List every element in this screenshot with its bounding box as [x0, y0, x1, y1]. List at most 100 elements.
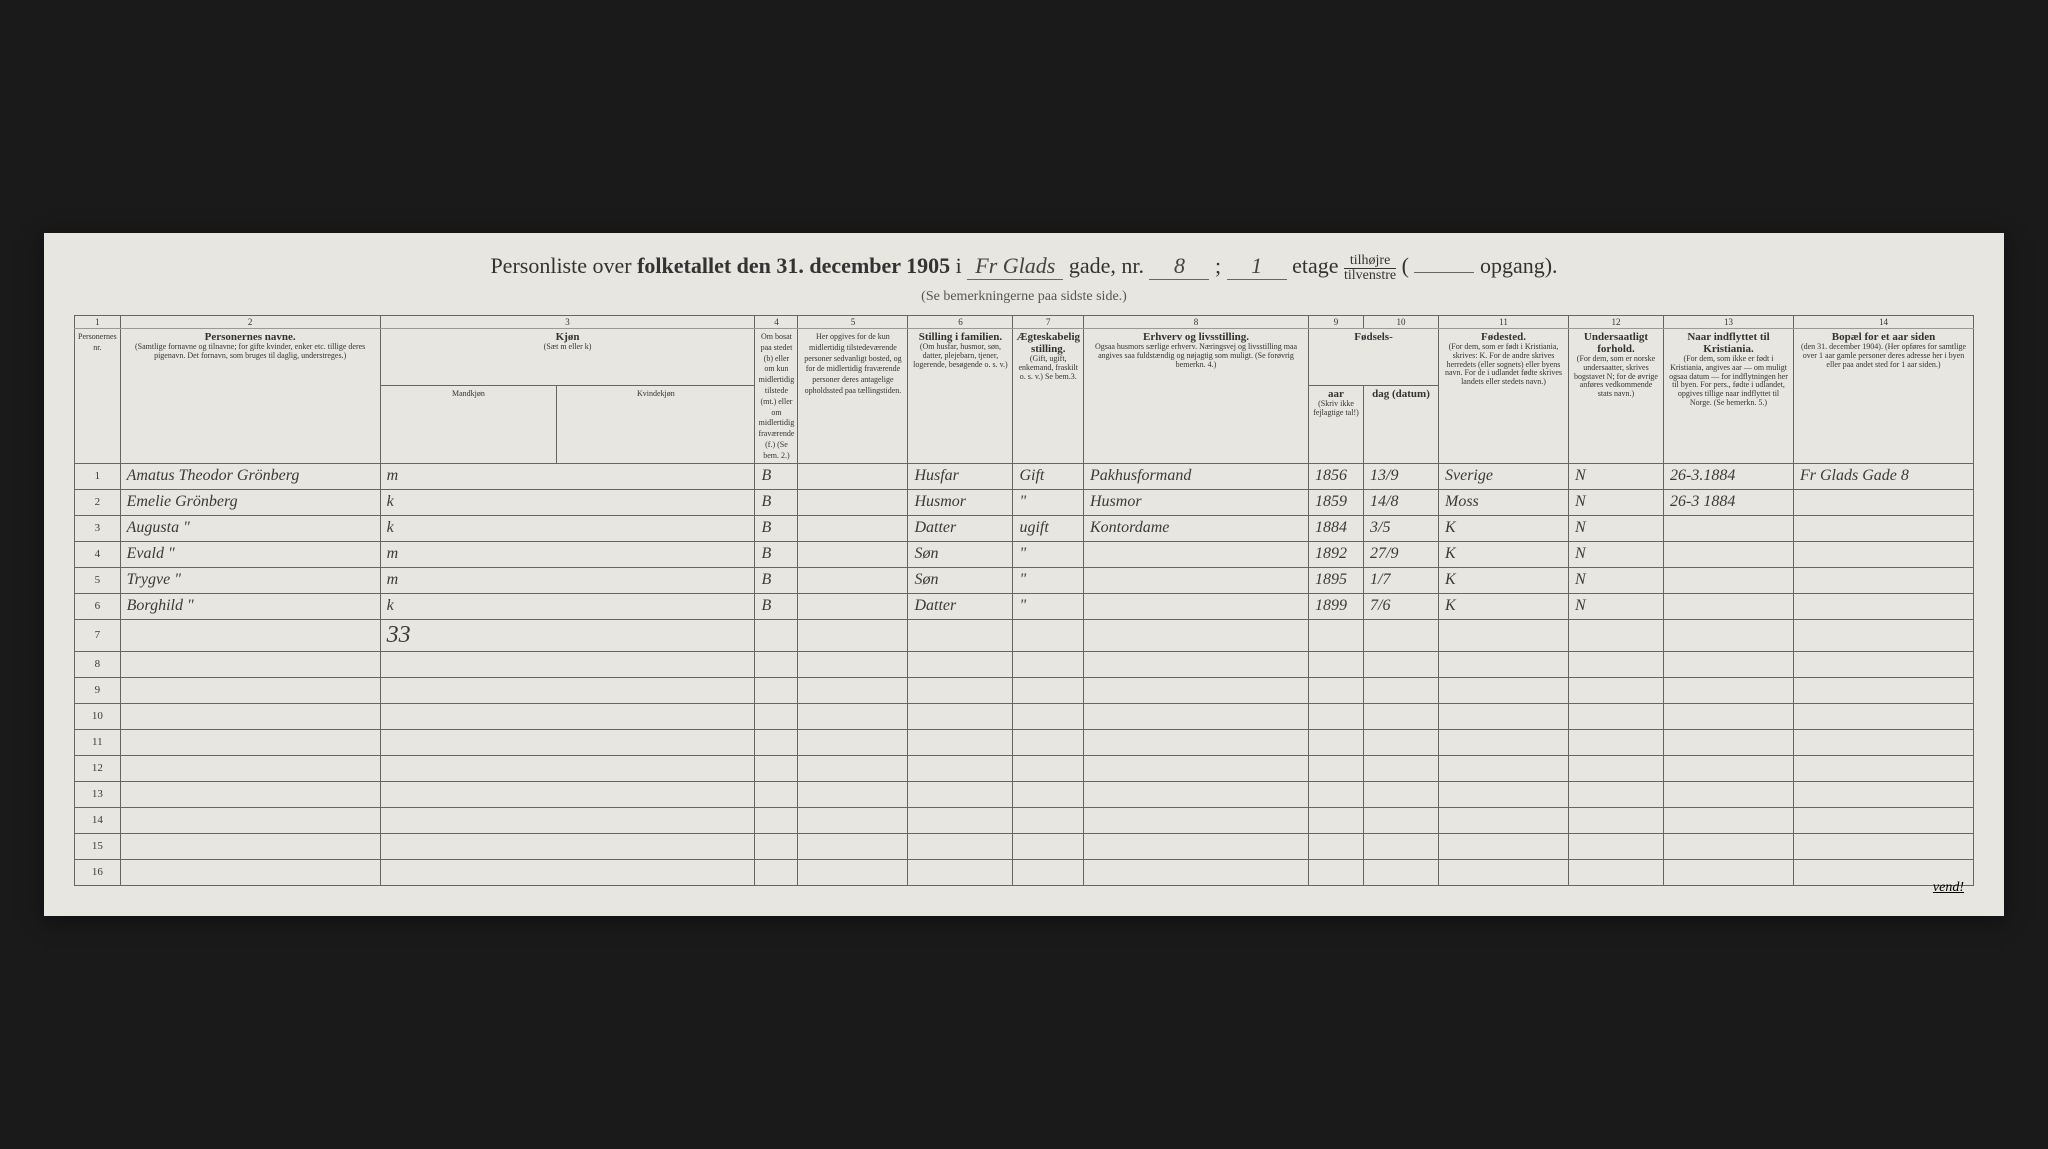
col-num: 10	[1364, 315, 1439, 328]
cell-bopael	[1794, 619, 1974, 651]
cell-name: Borghild "	[120, 593, 380, 619]
cell-midl	[798, 781, 908, 807]
h-stilling: Stilling i familien. (Om husfar, husmor,…	[908, 328, 1013, 463]
cell-midl	[798, 489, 908, 515]
cell-dag: 27/9	[1364, 541, 1439, 567]
cell-nr: 10	[75, 703, 121, 729]
h-fodested-sub: (For dem, som er født i Kristiania, skri…	[1442, 343, 1565, 387]
cell-nr: 11	[75, 729, 121, 755]
census-document: Personliste over folketallet den 31. dec…	[44, 233, 2004, 915]
cell-dag	[1364, 677, 1439, 703]
cell-bosatt: B	[755, 463, 798, 489]
cell-bosatt	[755, 781, 798, 807]
cell-under: N	[1569, 541, 1664, 567]
subtitle: (Se bemerkningerne paa sidste side.)	[74, 289, 1974, 305]
cell-bosatt: B	[755, 593, 798, 619]
cell-aar: 1895	[1309, 567, 1364, 593]
cell-fodested	[1439, 619, 1569, 651]
cell-erhverv	[1084, 703, 1309, 729]
cell-kjonn	[380, 703, 755, 729]
h-bopael: Bopæl for et aar siden (den 31. december…	[1794, 328, 1974, 463]
cell-aar	[1309, 755, 1364, 781]
cell-bosatt	[755, 833, 798, 859]
cell-name	[120, 729, 380, 755]
cell-erhverv	[1084, 619, 1309, 651]
h-kjonn-sub: (Sæt m eller k)	[384, 343, 752, 352]
cell-stilling: Datter	[908, 515, 1013, 541]
cell-nr: 1	[75, 463, 121, 489]
col-num: 11	[1439, 315, 1569, 328]
cell-kjonn	[380, 651, 755, 677]
table-row-empty: 9	[75, 677, 1974, 703]
cell-dag	[1364, 833, 1439, 859]
cell-erhverv	[1084, 833, 1309, 859]
cell-midl	[798, 593, 908, 619]
cell-fodested: Sverige	[1439, 463, 1569, 489]
cell-indfl: 26-3.1884	[1664, 463, 1794, 489]
cell-fodested: K	[1439, 593, 1569, 619]
col-num-row: 1 2 3 4 5 6 7 8 9 10 11 12 13 14	[75, 315, 1974, 328]
cell-midl	[798, 677, 908, 703]
cell-indfl	[1664, 807, 1794, 833]
cell-bopael	[1794, 755, 1974, 781]
nr-value: 8	[1149, 253, 1209, 280]
title-row: Personliste over folketallet den 31. dec…	[74, 253, 1974, 282]
cell-under	[1569, 755, 1664, 781]
col-num: 2	[120, 315, 380, 328]
cell-fodested: K	[1439, 515, 1569, 541]
cell-aegte	[1013, 703, 1084, 729]
cell-name	[120, 833, 380, 859]
cell-bosatt	[755, 703, 798, 729]
h-bopael-sub: (den 31. december 1904). (Her opføres fo…	[1797, 343, 1970, 369]
cell-kjonn: k	[380, 489, 755, 515]
title-bold: folketallet den 31. december 1905	[637, 253, 950, 278]
h-dag-main: dag (datum)	[1367, 388, 1435, 400]
cell-dag	[1364, 755, 1439, 781]
cell-stilling	[908, 677, 1013, 703]
cell-bosatt: B	[755, 515, 798, 541]
table-row: 5 Trygve " m B Søn " 1895 1/7 K N	[75, 567, 1974, 593]
cell-indfl	[1664, 677, 1794, 703]
cell-aar: 1884	[1309, 515, 1364, 541]
col-num: 8	[1084, 315, 1309, 328]
cell-aar	[1309, 703, 1364, 729]
cell-bosatt: B	[755, 567, 798, 593]
cell-stilling	[908, 729, 1013, 755]
cell-indfl	[1664, 703, 1794, 729]
table-row-empty: 12	[75, 755, 1974, 781]
cell-bosatt: B	[755, 541, 798, 567]
cell-fodested	[1439, 781, 1569, 807]
cell-bopael	[1794, 541, 1974, 567]
cell-nr: 13	[75, 781, 121, 807]
cell-bosatt: B	[755, 489, 798, 515]
cell-aar	[1309, 729, 1364, 755]
cell-erhverv: Husmor	[1084, 489, 1309, 515]
cell-under	[1569, 781, 1664, 807]
cell-fodested: K	[1439, 541, 1569, 567]
h-dag: dag (datum)	[1364, 386, 1439, 463]
tilvenstre: tilvenstre	[1344, 268, 1396, 283]
cell-kjonn: k	[380, 515, 755, 541]
cell-under	[1569, 677, 1664, 703]
cell-stilling	[908, 651, 1013, 677]
cell-aar	[1309, 651, 1364, 677]
cell-kjonn: m	[380, 463, 755, 489]
cell-nr: 12	[75, 755, 121, 781]
h-bosatt: Om bosat paa stedet (b) eller om kun mid…	[755, 328, 798, 463]
cell-nr: 14	[75, 807, 121, 833]
cell-name: Emelie Grönberg	[120, 489, 380, 515]
cell-kjonn	[380, 677, 755, 703]
cell-bopael	[1794, 807, 1974, 833]
cell-indfl: 26-3 1884	[1664, 489, 1794, 515]
cell-name	[120, 703, 380, 729]
table-row-empty: 8	[75, 651, 1974, 677]
cell-aegte	[1013, 651, 1084, 677]
extra-mark: 33	[387, 622, 411, 648]
h-aar: aar (Skriv ikke fejlagtige tal!)	[1309, 386, 1364, 463]
cell-indfl	[1664, 541, 1794, 567]
cell-aegte	[1013, 677, 1084, 703]
cell-bopael	[1794, 593, 1974, 619]
cell-indfl	[1664, 729, 1794, 755]
cell-fodested	[1439, 651, 1569, 677]
cell-bopael	[1794, 515, 1974, 541]
